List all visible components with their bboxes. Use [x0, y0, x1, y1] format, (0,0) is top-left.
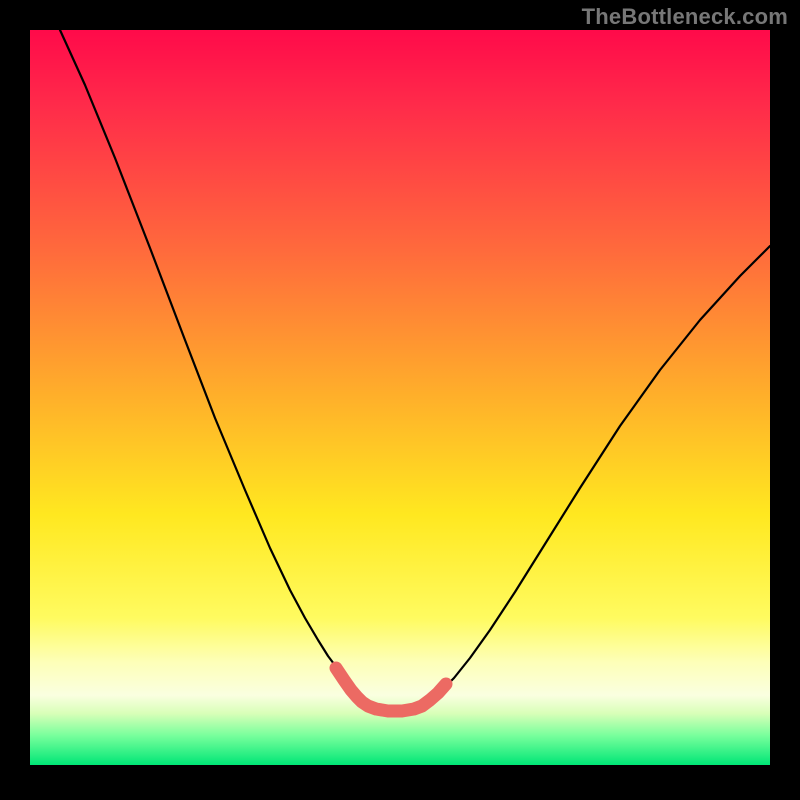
frame-border	[770, 0, 800, 800]
gradient-background	[30, 30, 770, 765]
frame-border	[0, 0, 30, 800]
bottleneck-chart	[0, 0, 800, 800]
watermark-text: TheBottleneck.com	[582, 4, 788, 30]
chart-frame: TheBottleneck.com	[0, 0, 800, 800]
frame-border	[0, 765, 800, 800]
